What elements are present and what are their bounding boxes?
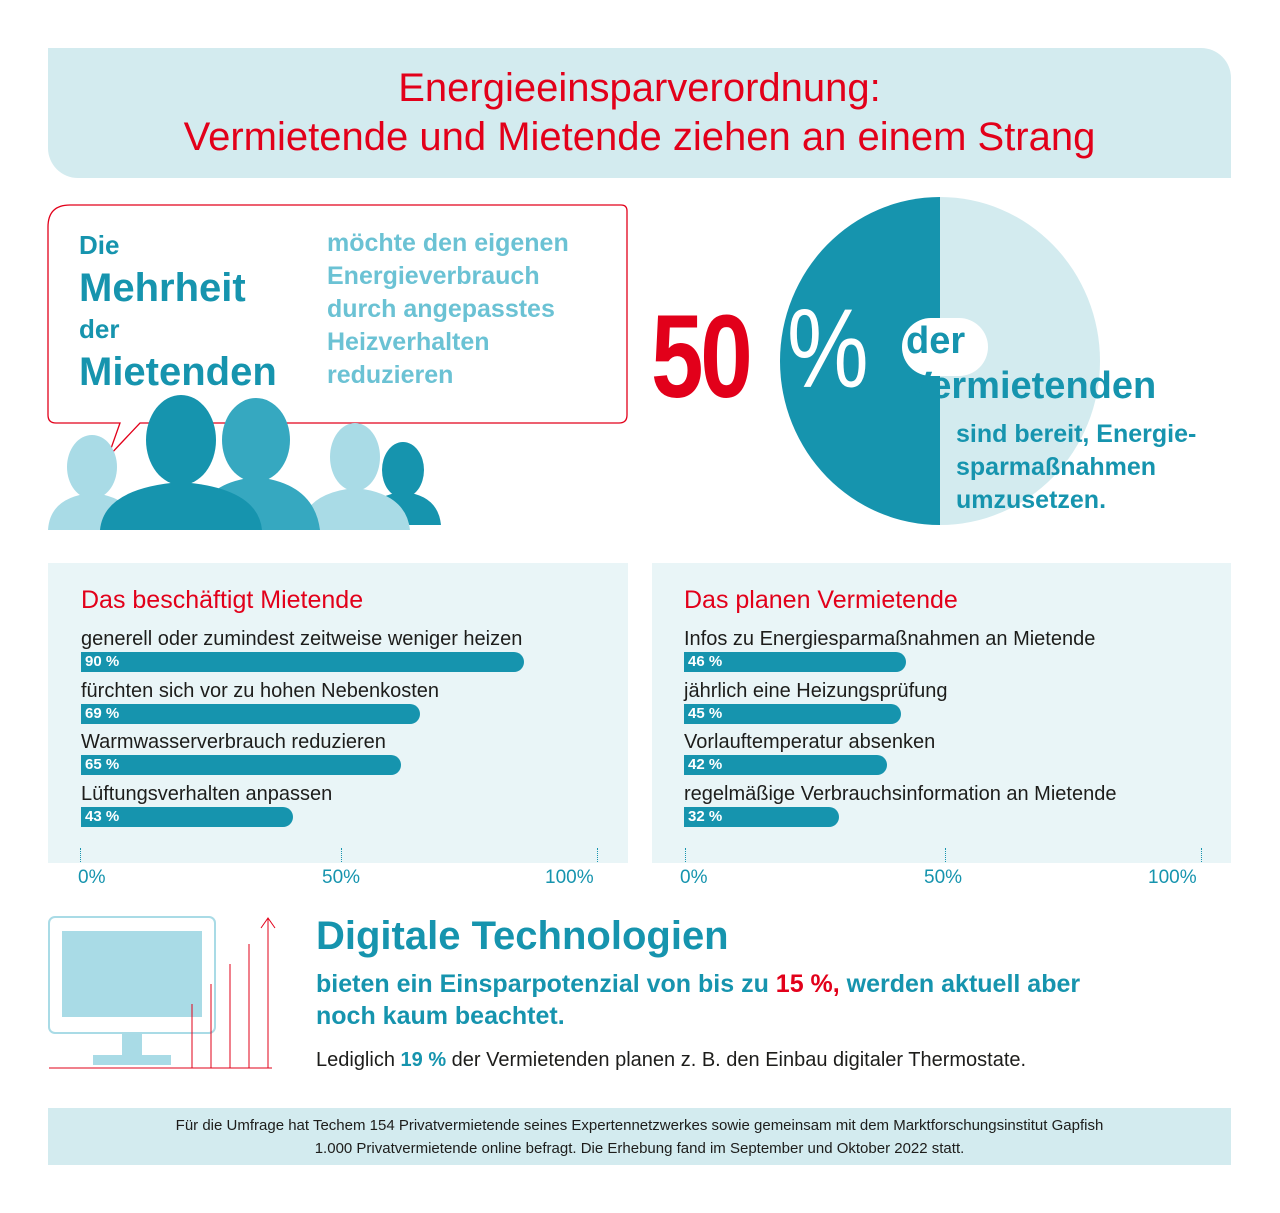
majority-word-mietenden: Mietenden — [79, 350, 277, 394]
bar-value-label: 90 % — [85, 653, 120, 670]
person-man-light-icon — [300, 423, 410, 530]
bar — [684, 704, 902, 724]
digital-sub-highlight: 15 %, — [775, 970, 840, 998]
landlords-word-der: der — [906, 320, 966, 362]
bar-value-label: 43 % — [85, 808, 120, 825]
digital-note-percent: 19 % — [400, 1049, 447, 1071]
majority-desc-line: möchte den eigenen — [327, 229, 569, 257]
footnote-line-1: Für die Umfrage hat Techem 154 Privatver… — [175, 1117, 1104, 1134]
landlords-description: sind bereit, Energie- sparmaßnahmen umzu… — [956, 418, 1196, 517]
bar — [684, 807, 839, 827]
landlords-pie — [780, 197, 1100, 525]
majority-desc-line: Heizverhalten — [327, 328, 490, 356]
majority-desc-line: Energieverbrauch — [327, 262, 540, 290]
axis-tick-label: 100% — [1148, 867, 1197, 888]
bar — [81, 652, 524, 672]
landlords-word-vermietenden: Vermietenden — [907, 365, 1157, 407]
landlords-desc-line: umzusetzen. — [956, 486, 1107, 514]
bar-value-label: 69 % — [85, 705, 120, 722]
digital-title: Digitale Technologien — [316, 914, 729, 958]
survey-footnote: Für die Umfrage hat Techem 154 Privatver… — [48, 1108, 1231, 1165]
bar — [684, 755, 887, 775]
title-banner: Energieeinsparverordnung: Vermietende un… — [48, 48, 1231, 178]
bar-category-label: regelmäßige Verbrauchsinformation an Mie… — [684, 783, 1117, 805]
bar-value-label: 45 % — [688, 705, 723, 722]
landlords-percent-number: 50 — [651, 291, 753, 423]
digital-sub-text: bieten ein Einsparpotenzial von bis zu — [316, 970, 776, 998]
chart-title: Das beschäftigt Mietende — [81, 586, 364, 614]
bar — [81, 704, 421, 724]
bar-category-label: fürchten sich vor zu hohen Nebenkosten — [81, 680, 439, 702]
majority-desc-line: reduzieren — [327, 361, 454, 389]
landlords-desc-line: sind bereit, Energie- — [956, 420, 1197, 448]
digital-sub-text: noch kaum beachtet. — [316, 1002, 565, 1030]
digital-sub-text: werden aktuell aber — [839, 970, 1081, 998]
title-line-2: Vermietende und Mietende ziehen an einem… — [183, 115, 1096, 159]
bar-value-label: 42 % — [688, 756, 723, 773]
majority-description: möchte den eigenen Energieverbrauch durc… — [327, 227, 617, 392]
pie-slice-remaining — [940, 197, 1100, 525]
majority-word-der: der — [79, 314, 120, 344]
chart-title: Das planen Vermietende — [684, 586, 958, 614]
axis-tick-label: 0% — [680, 867, 708, 888]
pie-slice-ready — [780, 197, 940, 525]
axis-tick-mark — [341, 848, 342, 862]
axis-tick-label: 50% — [322, 867, 361, 888]
bar — [81, 807, 293, 827]
majority-bubble-graphic — [47, 204, 628, 530]
title-line-1: Energieeinsparverordnung: — [398, 66, 881, 110]
bar-category-label: jährlich eine Heizungsprüfung — [684, 680, 948, 702]
axis-tick-mark — [597, 848, 598, 862]
landlords-desc-line: sparmaßnahmen — [956, 453, 1157, 481]
digital-note-text: der Vermietenden planen z. B. den Einbau… — [446, 1049, 1027, 1071]
digital-note-text: Lediglich — [316, 1049, 401, 1071]
bar-category-label: Vorlauftemperatur absenken — [684, 731, 936, 753]
bar — [684, 652, 907, 672]
axis-tick-label: 0% — [78, 867, 106, 888]
person-man-icon — [100, 395, 262, 530]
bar-category-label: Lüftungsverhalten anpassen — [81, 783, 333, 805]
bar-category-label: Infos zu Energiesparmaßnahmen an Mietend… — [684, 628, 1096, 650]
majority-word-mehrheit: Mehrheit — [79, 266, 246, 310]
bar-value-label: 32 % — [688, 808, 723, 825]
majority-word-die: Die — [79, 230, 120, 260]
majority-desc-line: durch angepasstes — [327, 295, 555, 323]
axis-tick-mark — [685, 848, 686, 862]
digital-note: Lediglich 19 % der Vermietenden planen z… — [316, 1049, 1026, 1072]
bar-category-label: generell oder zumindest zeitweise wenige… — [81, 628, 523, 650]
bar — [81, 755, 401, 775]
axis-tick-mark — [945, 848, 946, 862]
monitor-graphic — [48, 916, 276, 1069]
bar-value-label: 65 % — [85, 756, 120, 773]
axis-tick-label: 50% — [924, 867, 963, 888]
axis-tick-mark — [1201, 848, 1202, 862]
landlords-percent-sign: % — [787, 286, 869, 411]
axis-tick-label: 100% — [545, 867, 594, 888]
axis-tick-mark — [80, 848, 81, 862]
bar-category-label: Warmwasserverbrauch reduzieren — [81, 731, 386, 753]
footnote-line-2: 1.000 Privatvermietende online befragt. … — [314, 1140, 965, 1157]
bar-value-label: 46 % — [688, 653, 723, 670]
digital-subtitle: bieten ein Einsparpotenzial von bis zu 1… — [316, 968, 1216, 1032]
